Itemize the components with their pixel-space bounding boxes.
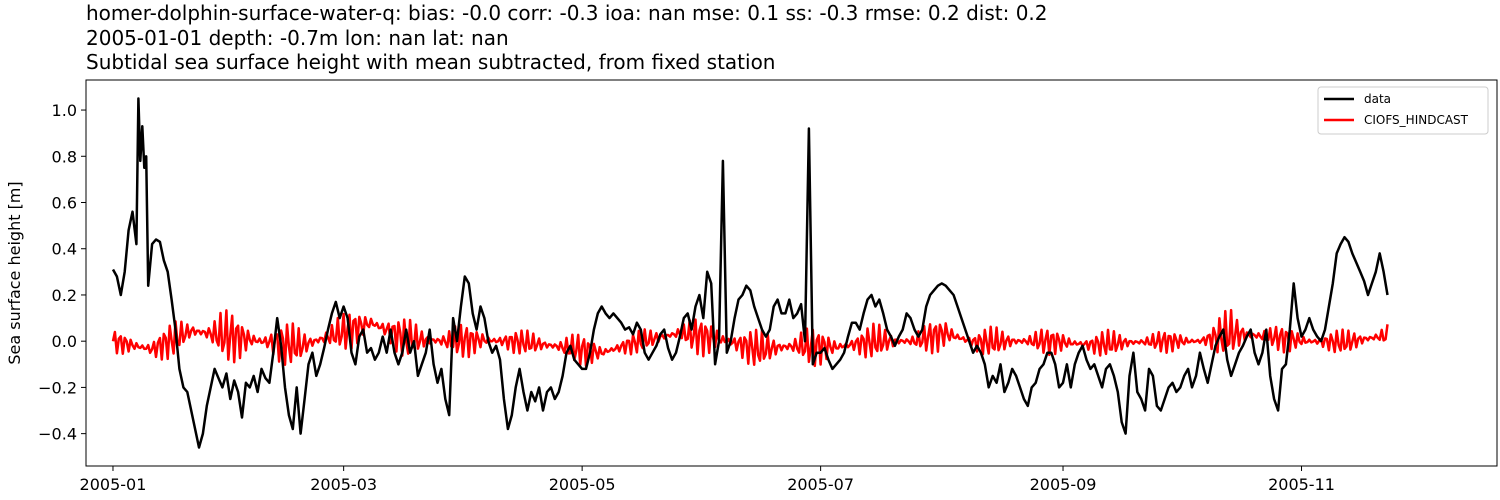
chart-title-line-1: homer-dolphin-surface-water-q: bias: -0.… xyxy=(86,1,1048,25)
chart-title-block: homer-dolphin-surface-water-q: bias: -0.… xyxy=(86,1,1048,75)
legend-label-ciofs-hindcast: CIOFS_HINDCAST xyxy=(1364,113,1469,127)
legend-label-data: data xyxy=(1364,92,1391,106)
legend-box xyxy=(1317,86,1489,135)
x-tick-label: 2005-03 xyxy=(310,475,377,494)
y-axis-label: Sea surface height [m] xyxy=(5,181,24,364)
axis-ticks: 1.0 0.8 0.6 0.4 0.2 0.0 −0.2 −0.4 2005-01 2005-03… xyxy=(38,101,1335,494)
x-tick-label: 2005-01 xyxy=(80,475,147,494)
x-tick-label: 2005-09 xyxy=(1030,475,1097,494)
y-tick-label: 1.0 xyxy=(52,101,77,120)
series-lines xyxy=(111,97,1389,449)
series-line-ciofs-hindcast xyxy=(111,308,1389,368)
y-tick-label: 0.6 xyxy=(52,194,77,213)
series-line-data xyxy=(111,97,1389,449)
chart-title-line-2: 2005-01-01 depth: -0.7m lon: nan lat: na… xyxy=(86,25,509,50)
legend: data CIOFS_HINDCAST xyxy=(1317,86,1489,135)
y-tick-label: −0.2 xyxy=(38,378,77,397)
y-tick-label: 0.2 xyxy=(52,286,77,305)
x-tick-label: 2005-11 xyxy=(1268,475,1335,494)
y-tick-label: 0.0 xyxy=(52,332,77,351)
chart-title-line-3: Subtidal sea surface height with mean su… xyxy=(86,50,776,74)
x-tick-label: 2005-07 xyxy=(787,475,854,494)
y-tick-label: 0.4 xyxy=(52,240,77,259)
y-tick-label: −0.4 xyxy=(38,425,77,444)
x-tick-label: 2005-05 xyxy=(549,475,616,494)
plot-frame xyxy=(85,79,1498,467)
y-tick-label: 0.8 xyxy=(52,147,77,166)
